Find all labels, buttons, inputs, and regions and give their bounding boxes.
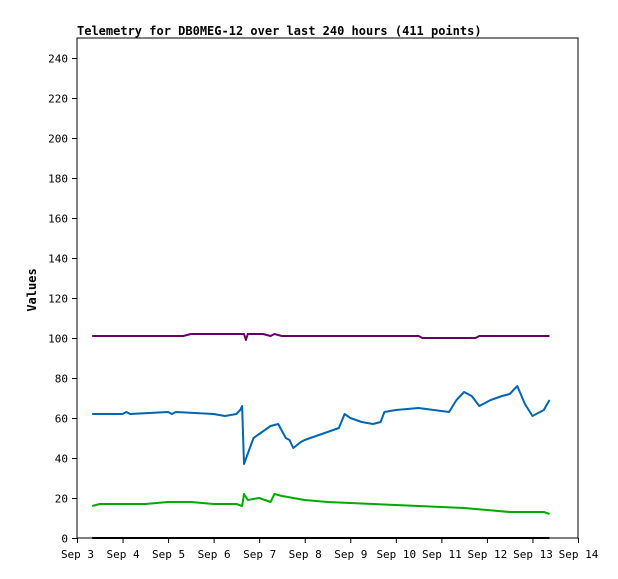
y-tick-label: 220 [48,93,68,106]
x-tick-label: Sep 12 [468,548,508,561]
x-tick-label: Sep 11 [422,548,462,561]
y-tick-label: 80 [55,373,68,386]
series-line-3 [91,493,550,515]
y-tick-label: 140 [48,253,68,266]
y-tick-label: 40 [55,453,68,466]
plot-border [76,37,579,539]
x-tick-label: Sep 14 [559,548,599,561]
y-tick-label: 120 [48,293,68,306]
series-line-1 [92,333,550,341]
series-layer [91,333,551,539]
x-tick-label: Sep 4 [106,548,139,561]
x-axis: Sep 3 Sep 4 Sep 5 Sep 6 Sep 7 Sep 8 Sep 9 Sep 1… [61,538,599,561]
y-tick-label: 20 [55,493,68,506]
x-tick-label: Sep 8 [289,548,322,561]
y-axis-label: Values [25,268,39,311]
y-tick-label: 180 [48,173,68,186]
x-tick-label: Sep 3 [61,548,94,561]
x-tick-label: Sep 5 [152,548,185,561]
y-tick-label: 200 [48,133,68,146]
y-tick-label: 100 [48,333,68,346]
y-tick-label: 160 [48,213,68,226]
y-tick-label: 240 [48,53,68,66]
y-axis: 0 20 40 60 80 100 120 140 160 180 200 220 240 [48,53,77,546]
x-tick-label: Sep 13 [513,548,553,561]
x-tick-label: Sep 10 [376,548,416,561]
x-tick-label: Sep 9 [334,548,367,561]
y-tick-label: 0 [61,533,68,546]
x-tick-label: Sep 7 [243,548,276,561]
y-tick-label: 60 [55,413,68,426]
series-line-2 [92,385,551,465]
plot-frame [76,37,579,539]
chart-title: Telemetry for DB0MEG-12 over last 240 ho… [77,24,482,38]
x-tick-label: Sep 6 [198,548,231,561]
